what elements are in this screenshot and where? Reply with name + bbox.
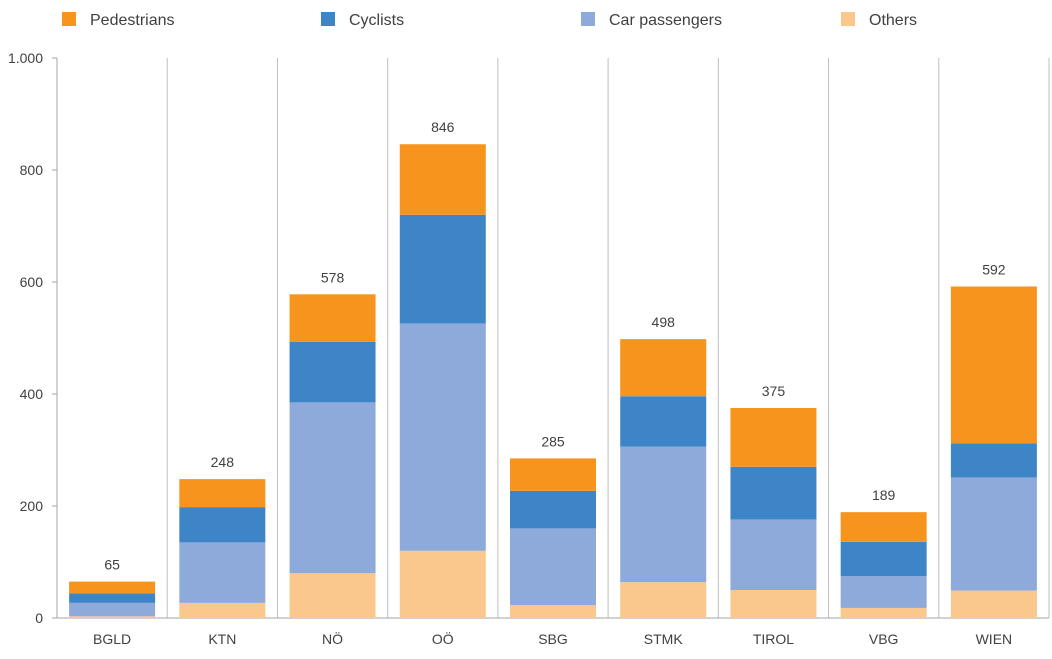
bar-segment-car-passengers (510, 528, 596, 606)
bar-segment-car-passengers (730, 519, 817, 590)
legend-label: Others (869, 12, 917, 29)
bar-segment-pedestrians (840, 512, 927, 542)
bar-segment-others (620, 582, 707, 618)
bar-total-label: 65 (104, 557, 120, 573)
x-tick-label: BGLD (93, 631, 131, 647)
legend-label: Pedestrians (90, 12, 175, 29)
y-tick-label: 800 (20, 162, 44, 178)
legend-label: Cyclists (349, 12, 404, 29)
bar-total-label: 498 (652, 314, 676, 330)
bar-segment-others (840, 607, 927, 618)
bar-segment-pedestrians (950, 286, 1037, 444)
bar-segment-car-passengers (950, 477, 1037, 591)
bar-segment-cyclists (289, 341, 376, 403)
bar-total-label: 248 (211, 454, 235, 470)
bar-segment-others (289, 573, 376, 618)
bar-segment-car-passengers (620, 446, 707, 583)
bar-total-label: 578 (321, 269, 345, 285)
x-tick-label: NÖ (322, 630, 343, 647)
bar-segment-others (510, 605, 596, 618)
bar-segment-pedestrians (620, 339, 707, 397)
y-tick-label: 400 (20, 386, 44, 402)
x-tick-label: OÖ (432, 630, 454, 647)
bar-segment-pedestrians (730, 408, 817, 467)
legend-swatch (581, 12, 595, 26)
x-tick-label: VBG (869, 631, 899, 647)
bar-segment-car-passengers (399, 323, 486, 551)
bar-total-label: 285 (541, 433, 565, 449)
bar-segment-car-passengers (289, 402, 376, 574)
bar-segment-others (399, 550, 486, 618)
bar-segment-pedestrians (69, 581, 156, 594)
x-tick-label: SBG (538, 631, 568, 647)
y-tick-label: 0 (35, 610, 43, 626)
y-tick-label: 200 (20, 498, 44, 514)
bar-segment-pedestrians (510, 458, 596, 491)
bar-segment-cyclists (399, 214, 486, 324)
legend-swatch (321, 12, 335, 26)
bar-segment-cyclists (179, 507, 266, 543)
x-tick-label: STMK (644, 631, 684, 647)
bar-segment-cyclists (840, 541, 927, 576)
bar-segment-cyclists (510, 490, 596, 529)
bar-segment-cyclists (950, 443, 1037, 478)
legend-label: Car passengers (609, 12, 722, 29)
x-tick-label: KTN (208, 631, 236, 647)
bar-segment-cyclists (730, 466, 817, 520)
bar-segment-cyclists (69, 593, 156, 603)
bar-total-label: 375 (762, 383, 786, 399)
bar-segment-cyclists (620, 396, 707, 447)
bar-segment-car-passengers (69, 602, 156, 617)
y-tick-label: 600 (20, 274, 44, 290)
bar-segment-others (730, 590, 817, 618)
bar-segment-pedestrians (399, 144, 486, 215)
bar-segment-others (950, 590, 1037, 618)
bar-total-label: 592 (982, 261, 1006, 277)
bar-segment-car-passengers (840, 576, 927, 608)
bar-segment-pedestrians (179, 479, 266, 508)
x-tick-label: WIEN (976, 631, 1013, 647)
bar-total-label: 846 (431, 119, 455, 135)
bar-segment-car-passengers (179, 542, 266, 603)
y-tick-label: 1.000 (8, 50, 43, 66)
legend-swatch (841, 12, 855, 26)
bar-segment-pedestrians (289, 294, 376, 342)
bar-segment-others (69, 616, 156, 618)
x-tick-label: TIROL (753, 631, 794, 647)
legend-swatch (62, 12, 76, 26)
bar-total-label: 189 (872, 487, 896, 503)
bar-segment-others (179, 602, 266, 618)
